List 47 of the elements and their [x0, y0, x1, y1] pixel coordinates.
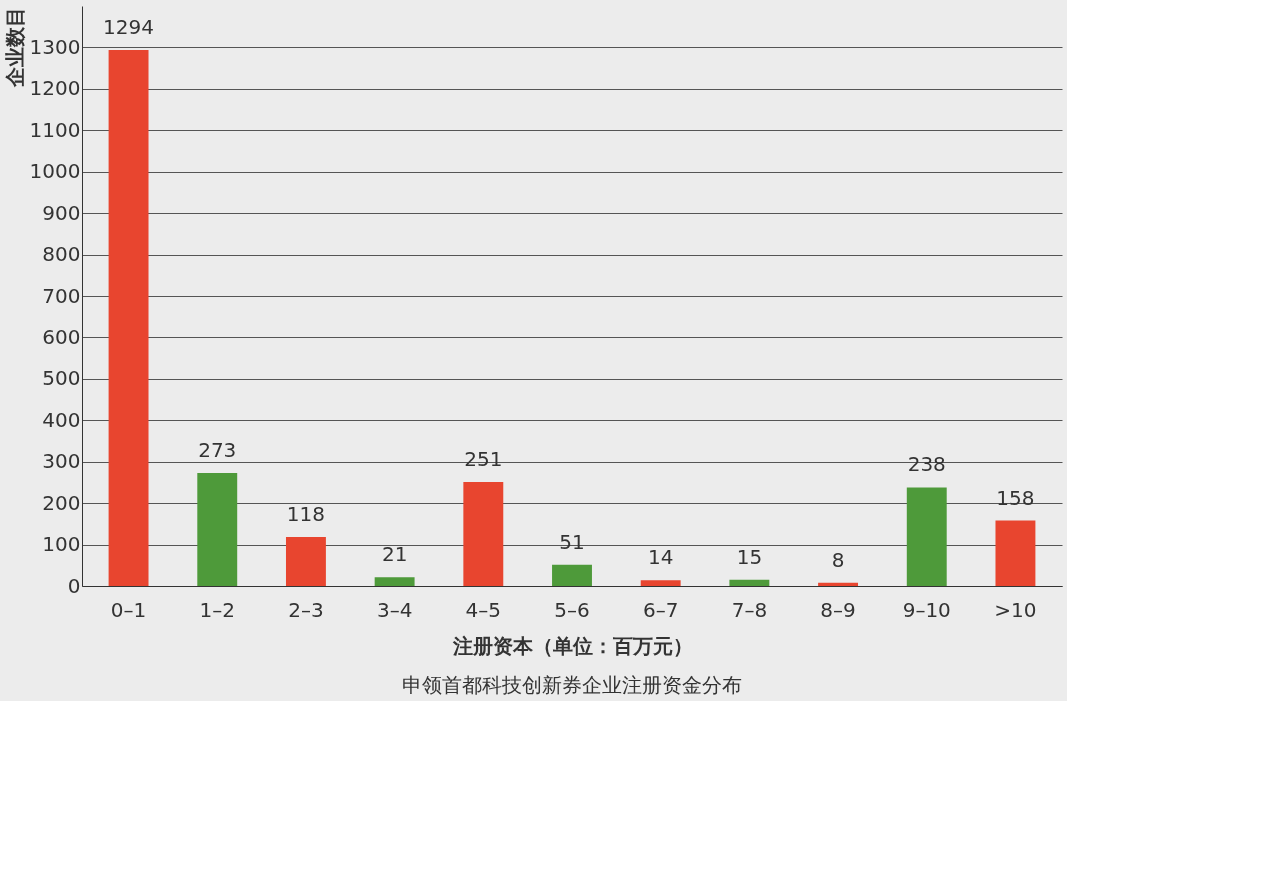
bar: [463, 482, 504, 586]
x-tick-label: 0–1: [110, 597, 147, 622]
data-label: 273: [198, 437, 237, 462]
bar: [552, 564, 592, 586]
y-tick-label: 400: [42, 407, 81, 432]
data-label: 158: [996, 485, 1035, 510]
x-tick-label: >10: [994, 597, 1037, 622]
data-label: 8: [831, 547, 845, 572]
x-tick-label: 5–6: [554, 597, 590, 622]
y-tick-label: 300: [42, 449, 81, 474]
y-tick-label: 1300: [29, 34, 81, 59]
y-tick-label: 600: [42, 324, 81, 349]
bar: [374, 577, 415, 586]
y-tick-label: 800: [42, 242, 81, 267]
y-tick-label: 100: [42, 532, 81, 557]
bar: [729, 579, 770, 586]
x-tick-label: 3–4: [376, 597, 413, 622]
x-tick-label: 8–9: [820, 597, 856, 622]
y-axis-title: 企业数目: [2, 6, 27, 88]
data-label: 1294: [103, 14, 155, 39]
x-tick-label: 6–7: [642, 597, 679, 622]
y-tick-label: 1200: [29, 76, 81, 101]
bar: [285, 537, 326, 586]
data-label: 118: [286, 502, 326, 527]
bar: [197, 472, 238, 586]
bar: [108, 49, 149, 586]
x-tick-label: 9–10: [902, 597, 951, 622]
bar: [995, 520, 1036, 586]
x-axis-title: 注册资本（单位：百万元）: [451, 633, 693, 658]
y-tick-label: 900: [42, 200, 81, 225]
x-tick-label: 4–5: [465, 597, 502, 622]
y-tick-label: 700: [42, 283, 81, 308]
y-tick-label: 1100: [29, 117, 81, 142]
data-label: 14: [647, 545, 674, 570]
x-tick-label: 7–8: [731, 597, 768, 622]
y-tick-label: 0: [67, 573, 81, 598]
x-tick-label: 1–2: [199, 597, 235, 622]
data-label: 21: [381, 542, 408, 567]
bar: [640, 580, 681, 586]
text: 申领首都科技创新券企业注册资金分布: [402, 673, 742, 697]
bar: [818, 582, 859, 586]
y-tick-label: 500: [42, 366, 81, 391]
x-tick-label: 2–3: [288, 597, 324, 622]
y-tick-label: 200: [42, 490, 81, 515]
y-tick-label: 1000: [29, 159, 81, 184]
bar: [906, 487, 947, 586]
data-label: 15: [736, 544, 763, 569]
